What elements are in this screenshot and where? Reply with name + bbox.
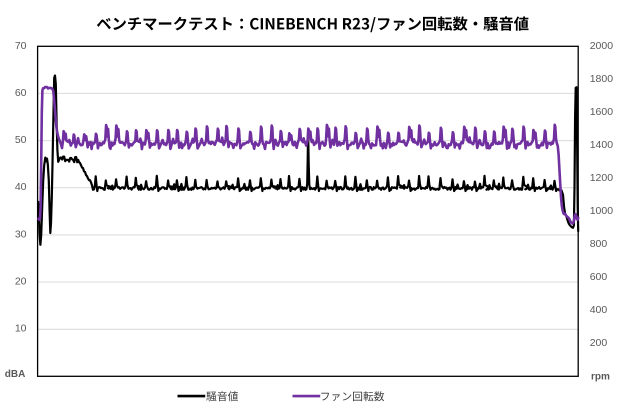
svg-text:30: 30 xyxy=(15,228,27,240)
svg-text:20: 20 xyxy=(15,276,27,288)
svg-text:60: 60 xyxy=(15,87,27,99)
svg-text:10: 10 xyxy=(15,323,27,335)
svg-text:1800: 1800 xyxy=(590,73,614,85)
svg-text:800: 800 xyxy=(590,238,608,250)
svg-text:70: 70 xyxy=(15,40,27,52)
svg-text:dBA: dBA xyxy=(5,369,26,380)
svg-text:1600: 1600 xyxy=(590,106,614,118)
svg-text:1000: 1000 xyxy=(590,205,614,217)
svg-text:1200: 1200 xyxy=(590,172,614,184)
svg-text:rpm: rpm xyxy=(591,372,610,383)
svg-text:600: 600 xyxy=(590,271,608,283)
svg-text:40: 40 xyxy=(15,181,27,193)
svg-text:50: 50 xyxy=(15,134,27,146)
svg-text:1400: 1400 xyxy=(590,139,614,151)
svg-text:400: 400 xyxy=(590,304,608,316)
svg-text:200: 200 xyxy=(590,337,608,349)
svg-text:2000: 2000 xyxy=(590,40,614,52)
